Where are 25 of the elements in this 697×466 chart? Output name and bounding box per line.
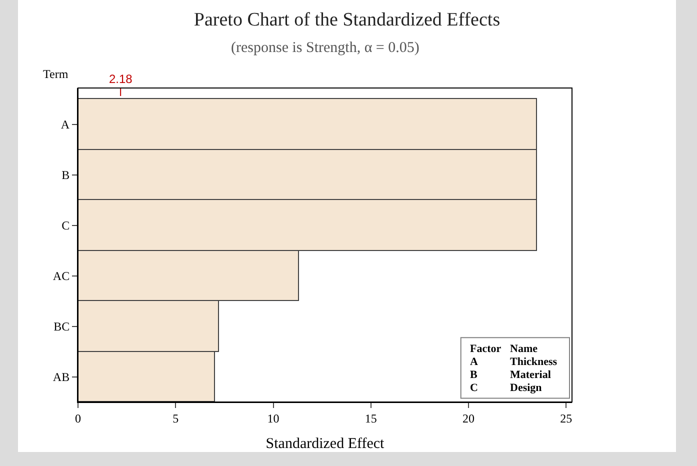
ref-line-label: 2.18 [109,72,133,86]
chart-subtitle: (response is Strength, α = 0.05) [231,40,420,56]
x-tick-label: 25 [560,411,572,426]
annotation: C [470,382,478,394]
annotation: Material [510,369,551,381]
y-tick-label: AB [52,370,70,384]
annotation: Design [510,382,542,394]
y-tick-label: A [60,118,70,132]
y-axis-title: Term [43,67,69,81]
x-axis-title: Standardized Effect [266,436,386,452]
y-tick-label: AC [52,268,70,283]
y-tick-label: BC [54,319,70,334]
y-tick-label: C [62,218,70,233]
x-tick-label: 10 [267,411,280,426]
annotation: B [470,369,478,381]
x-tick-label: 15 [364,411,377,426]
annotation: A [470,356,478,368]
x-tick-label: 0 [75,411,81,426]
x-tick-label: 20 [462,411,475,426]
y-tick-label: B [62,168,70,182]
annotation: Thickness [510,356,558,368]
x-tick-label: 5 [172,411,179,426]
annotation: Factor [470,343,502,355]
annotation: Name [510,343,538,355]
chart-title: Pareto Chart of the Standardized Effects [194,9,500,30]
